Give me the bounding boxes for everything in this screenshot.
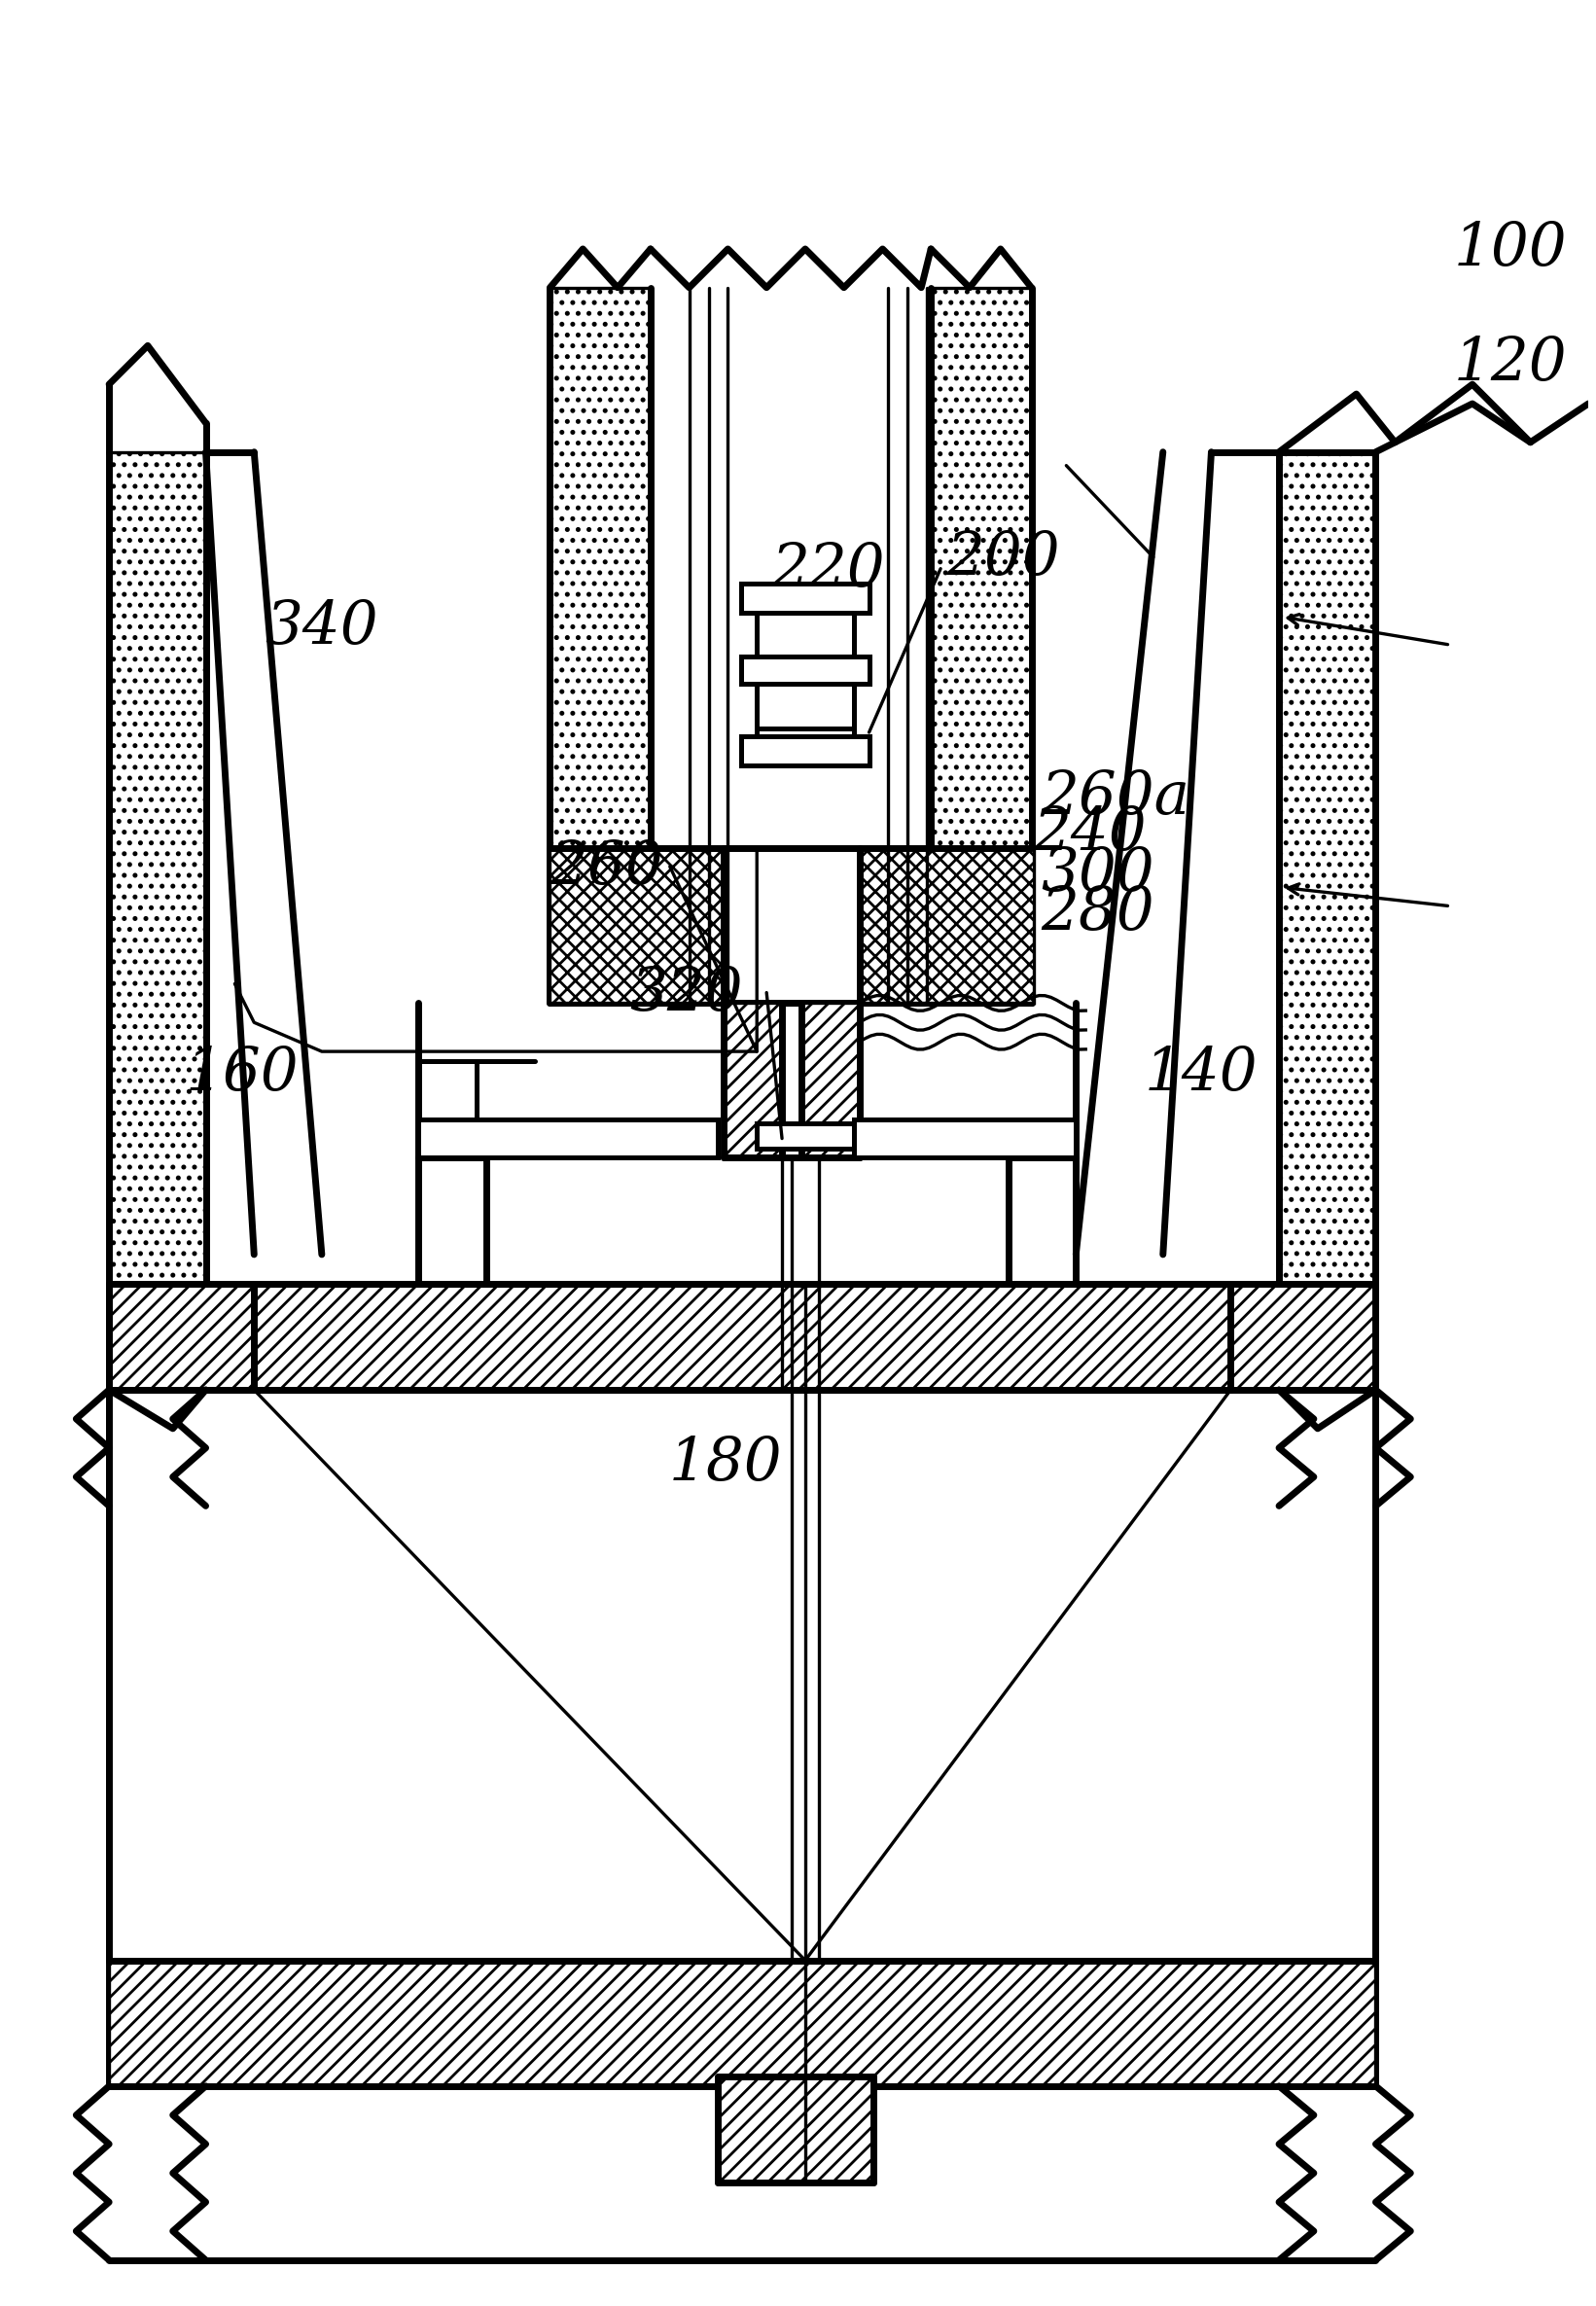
- Text: 160: 160: [185, 1045, 298, 1102]
- Bar: [109, 452, 206, 1960]
- Polygon shape: [757, 680, 854, 729]
- Bar: [254, 1284, 1231, 1391]
- Bar: [109, 1284, 254, 1391]
- Polygon shape: [757, 609, 854, 657]
- Text: 120: 120: [1454, 334, 1567, 392]
- Polygon shape: [742, 583, 870, 613]
- Text: 300: 300: [1041, 844, 1156, 902]
- Polygon shape: [757, 729, 854, 752]
- Text: 260a: 260a: [1041, 768, 1191, 828]
- Text: 340: 340: [265, 597, 378, 655]
- Bar: [551, 288, 651, 1003]
- Text: 200: 200: [946, 528, 1060, 586]
- Text: 320: 320: [629, 964, 742, 1022]
- Polygon shape: [109, 1391, 1376, 1960]
- Polygon shape: [742, 736, 870, 766]
- Text: 140: 140: [1144, 1045, 1258, 1102]
- Text: 280: 280: [1041, 883, 1156, 941]
- Polygon shape: [757, 1123, 854, 1148]
- Text: 100: 100: [1454, 219, 1567, 277]
- Polygon shape: [757, 586, 854, 609]
- Bar: [801, 1003, 859, 1158]
- Bar: [725, 1003, 782, 1158]
- Bar: [109, 1960, 1376, 2087]
- Bar: [859, 849, 1034, 1003]
- Bar: [1231, 1284, 1376, 1391]
- Bar: [930, 288, 1031, 1003]
- Text: 260: 260: [549, 837, 664, 895]
- Bar: [718, 2075, 873, 2184]
- Polygon shape: [742, 657, 870, 685]
- Polygon shape: [757, 657, 854, 680]
- Polygon shape: [109, 452, 1376, 1960]
- Text: 240: 240: [1034, 802, 1148, 862]
- Polygon shape: [854, 1118, 1076, 1158]
- Text: 180: 180: [669, 1434, 782, 1492]
- Bar: [1278, 452, 1376, 1960]
- Text: 220: 220: [772, 540, 886, 597]
- Bar: [551, 849, 725, 1003]
- Polygon shape: [418, 1118, 718, 1158]
